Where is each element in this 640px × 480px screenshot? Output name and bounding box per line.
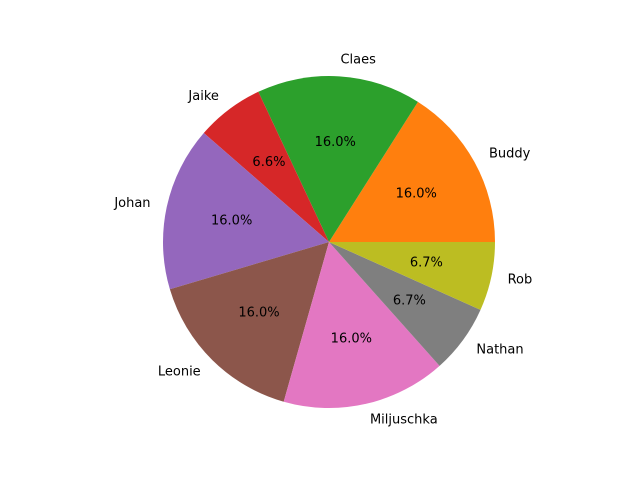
pie-slices [163,75,495,409]
pie-slice-miljuschka [283,242,440,409]
pie-slice-jaike [203,91,329,242]
pct-label-johan: 16.0% [211,213,252,228]
pie-slice-buddy [329,101,495,242]
pie-slice-claes [258,75,418,243]
slice-label-claes: Claes [340,52,376,67]
pie-slice-johan [163,133,329,290]
pct-label-buddy: 16.0% [396,187,437,202]
pie-slice-leonie [169,242,329,402]
pct-label-miljuschka: 16.0% [331,332,372,347]
slice-label-miljuschka: Miljuschka [370,412,438,427]
pie-slice-nathan [329,242,481,366]
slice-label-leonie: Leonie [158,364,201,379]
pie-labels: Buddy 16.0% Claes 16.0% Jaike 6.6% Johan 16.0% L… [113,52,532,427]
slice-label-rob: Rob [508,273,533,288]
slice-label-jaike: Jaike [187,89,218,104]
pct-label-claes: 16.0% [315,135,356,150]
pct-label-leonie: 16.0% [238,305,279,320]
pie-slice-rob [329,242,495,310]
slice-label-johan: Johan [113,196,150,211]
pct-label-nathan: 6.7% [393,293,426,308]
pct-label-rob: 6.7% [410,255,443,270]
slice-label-nathan: Nathan [476,342,523,357]
pct-label-jaike: 6.6% [252,155,285,170]
slice-label-buddy: Buddy [489,147,531,162]
